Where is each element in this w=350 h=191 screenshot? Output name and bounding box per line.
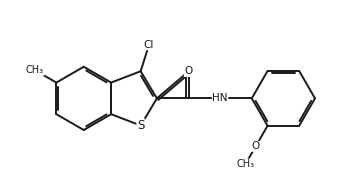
Text: O: O	[184, 66, 193, 77]
Text: CH₃: CH₃	[26, 65, 44, 75]
Text: S: S	[137, 119, 144, 132]
Text: Cl: Cl	[144, 40, 154, 50]
Text: CH₃: CH₃	[236, 159, 254, 169]
Text: HN: HN	[212, 93, 228, 103]
Text: O: O	[252, 141, 260, 151]
